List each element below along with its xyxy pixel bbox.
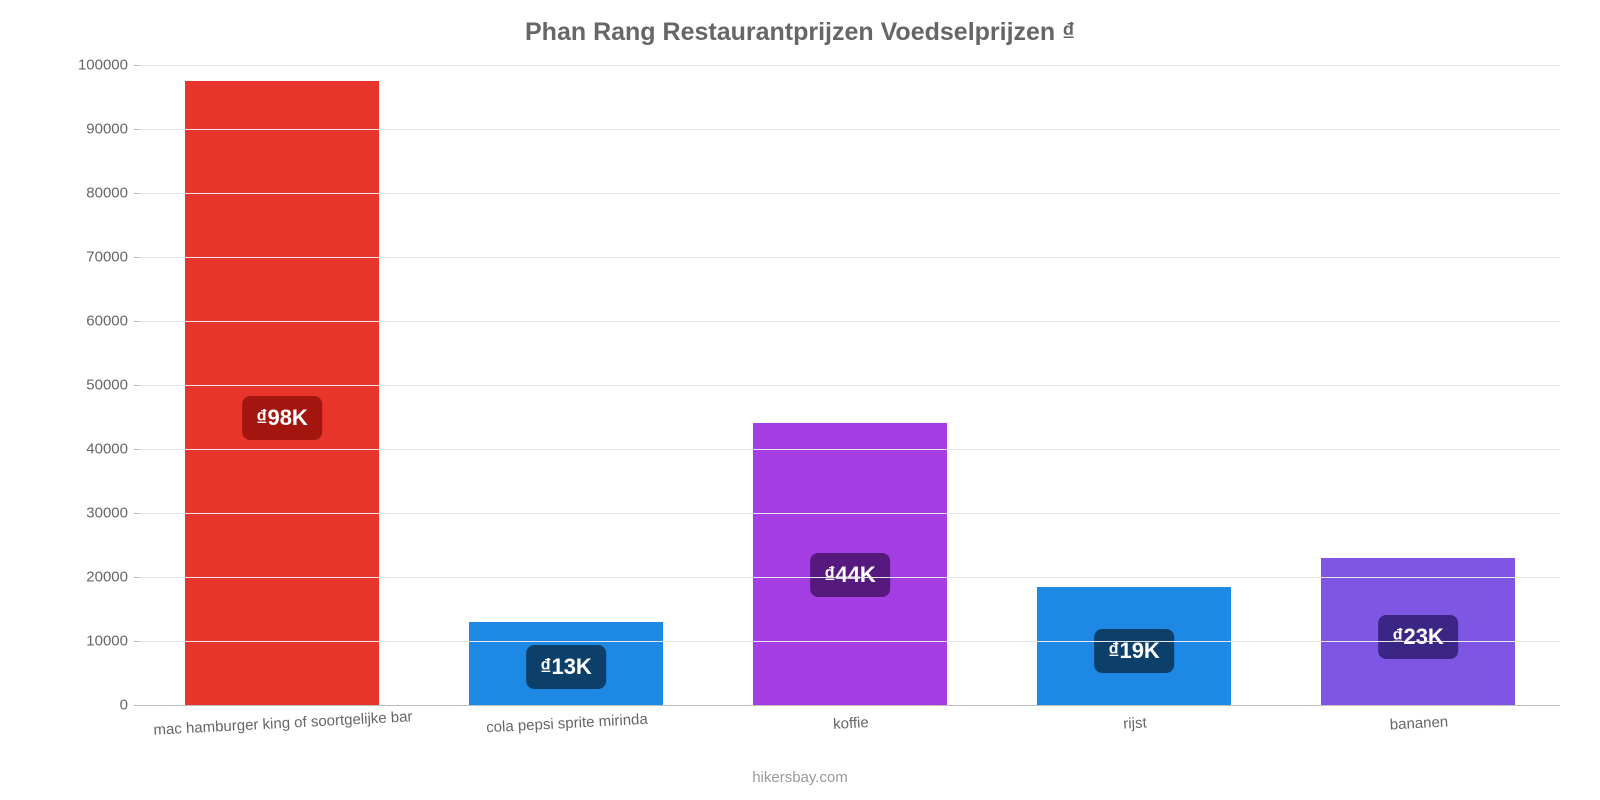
gridline [140,577,1560,578]
xtick-label: rijst [1122,704,1147,732]
ytick-label: 10000 [86,633,140,650]
value-badge: ₫19K [1094,629,1174,673]
ytick-label: 20000 [86,569,140,586]
gridline [140,65,1560,66]
ytick-label: 100000 [78,57,140,74]
gridline [140,513,1560,514]
ytick-label: 50000 [86,377,140,394]
ytick-label: 40000 [86,441,140,458]
xtick-label: koffie [832,704,869,733]
chart-title: Phan Rang Restaurantprijzen Voedselprijz… [0,0,1600,47]
ytick-label: 90000 [86,121,140,138]
attribution-text: hikersbay.com [752,769,848,786]
ytick-label: 30000 [86,505,140,522]
ytick-label: 80000 [86,185,140,202]
value-badge: ₫44K [810,553,890,597]
ytick-label: 60000 [86,313,140,330]
ytick-label: 70000 [86,249,140,266]
gridline [140,641,1560,642]
value-badge: ₫98K [242,396,322,440]
value-badge: ₫23K [1378,615,1458,659]
bar [185,81,378,705]
value-badge: ₫13K [526,645,606,689]
gridline [140,385,1560,386]
gridline [140,193,1560,194]
gridline [140,449,1560,450]
xtick-label: cola pepsi sprite mirinda [485,701,648,736]
gridline [140,321,1560,322]
price-bar-chart: Phan Rang Restaurantprijzen Voedselprijz… [0,0,1600,800]
plot-area: ₫98K₫13K₫44K₫19K₫23K 0100002000030000400… [140,65,1560,705]
gridline [140,257,1560,258]
ytick-label: 0 [120,697,140,714]
gridline [140,129,1560,130]
xtick-label: bananen [1389,703,1449,733]
